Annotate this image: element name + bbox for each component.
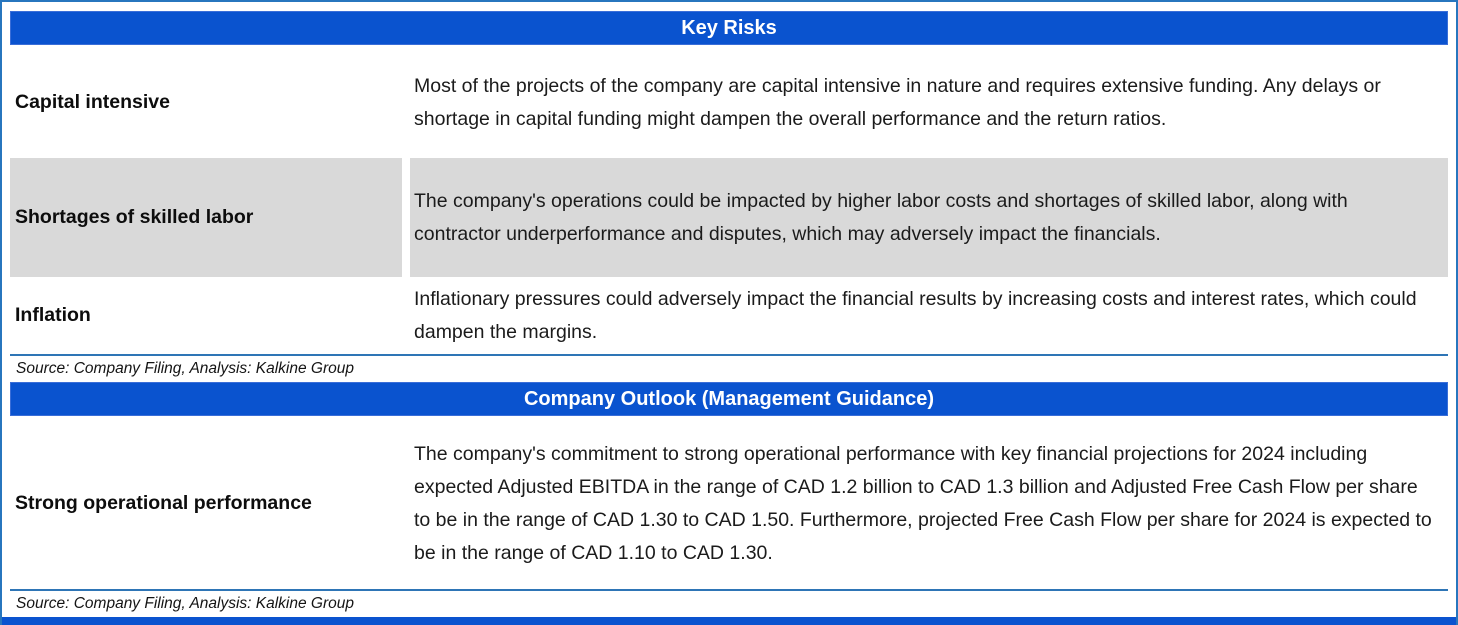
table-row-capital-intensive: Capital intensive Most of the projects o… [10,47,1448,158]
company-outlook-title: Company Outlook (Management Guidance) [523,387,935,410]
outlook-text-operational-performance: The company's commitment to strong opera… [414,442,1432,564]
risk-text-cell: Most of the projects of the company are … [410,47,1448,158]
risk-text-capital-intensive: Most of the projects of the company are … [414,74,1381,130]
outlook-label-operational-performance: Strong operational performance [15,492,312,514]
risk-label-capital-intensive: Capital intensive [15,91,170,113]
risk-text-cell: Inflationary pressures could adversely i… [410,277,1448,354]
outlook-text-cell: The company's commitment to strong opera… [410,418,1448,589]
key-risks-title: Key Risks [681,16,777,39]
source-text: Source: Company Filing, Analysis: Kalkin… [16,595,354,612]
source-text: Source: Company Filing, Analysis: Kalkin… [16,360,354,377]
bottom-blue-bar [2,617,1456,625]
risk-label-skilled-labor: Shortages of skilled labor [10,158,402,277]
risk-text-cell: The company's operations could be impact… [410,158,1448,277]
table-row-inflation: Inflation Inflationary pressures could a… [10,277,1448,354]
table-row-skilled-labor: Shortages of skilled labor The company's… [10,158,1448,277]
company-outlook-section-header: Company Outlook (Management Guidance) [10,382,1448,416]
table-row-operational-performance: Strong operational performance The compa… [10,418,1448,589]
risk-text-inflation: Inflationary pressures could adversely i… [414,287,1417,343]
company-outlook-source-note: Source: Company Filing, Analysis: Kalkin… [10,589,1448,617]
key-risks-section-header: Key Risks [10,11,1448,45]
key-risks-source-note: Source: Company Filing, Analysis: Kalkin… [10,354,1448,382]
risk-label-inflation: Inflation [15,304,91,326]
risk-text-skilled-labor: The company's operations could be impact… [414,189,1348,245]
